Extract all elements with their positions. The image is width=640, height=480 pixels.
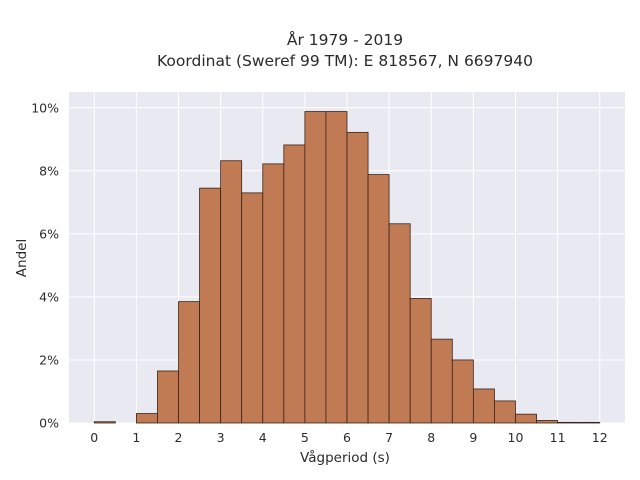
histogram-bar [346, 131, 369, 424]
chart-title-line1: År 1979 - 2019 [287, 30, 403, 49]
histogram-bar [430, 338, 453, 424]
histogram-bar [325, 111, 348, 424]
x-tick-label: 5 [301, 430, 309, 445]
x-axis-label: Vågperiod (s) [300, 449, 390, 466]
x-tick-label: 0 [90, 430, 98, 445]
histogram-bar [578, 421, 601, 424]
histogram-bar [220, 160, 243, 424]
x-tick-label: 12 [592, 430, 608, 445]
histogram-bar [241, 192, 264, 424]
histogram-bar [135, 413, 158, 424]
histogram-bar [472, 388, 495, 424]
y-tick-label: 8% [39, 163, 59, 178]
histogram-bar [262, 163, 285, 424]
x-tick-label: 7 [385, 430, 393, 445]
histogram-bar [199, 187, 222, 424]
histogram-bar [536, 420, 559, 424]
x-tick-label: 8 [427, 430, 435, 445]
histogram-bar [157, 370, 179, 424]
x-tick-label: 6 [343, 430, 351, 445]
x-tick-labels: 0 1 2 3 4 5 6 7 8 9 10 11 12 [90, 430, 607, 445]
x-tick-label: 1 [132, 430, 140, 445]
histogram-bar [388, 223, 411, 424]
x-tick-label: 10 [508, 430, 524, 445]
y-tick-labels: 0% 2% 4% 6% 8% 10% [31, 100, 59, 430]
histogram-bar [451, 359, 474, 424]
x-tick-label: 9 [469, 430, 477, 445]
histogram-bar [494, 400, 516, 424]
y-tick-label: 4% [39, 289, 59, 304]
histogram-bar [515, 413, 537, 424]
histogram-bar [178, 301, 200, 424]
x-tick-label: 11 [550, 430, 566, 445]
x-tick-label: 3 [217, 430, 225, 445]
y-tick-label: 10% [31, 100, 59, 115]
y-tick-label: 2% [39, 352, 59, 367]
y-tick-label: 0% [39, 416, 59, 431]
y-axis-label: Andel [14, 239, 30, 277]
histogram-bar [283, 144, 306, 424]
chart-title-line2: Koordinat (Sweref 99 TM): E 818567, N 66… [157, 52, 533, 70]
histogram-bar [409, 298, 432, 424]
histogram-bar [367, 174, 390, 424]
x-tick-label: 2 [175, 430, 183, 445]
histogram-bar [557, 421, 580, 424]
x-tick-label: 4 [259, 430, 267, 445]
bars [93, 111, 601, 424]
histogram-bar [304, 111, 327, 424]
histogram-bar [93, 421, 116, 424]
y-tick-label: 6% [39, 226, 59, 241]
